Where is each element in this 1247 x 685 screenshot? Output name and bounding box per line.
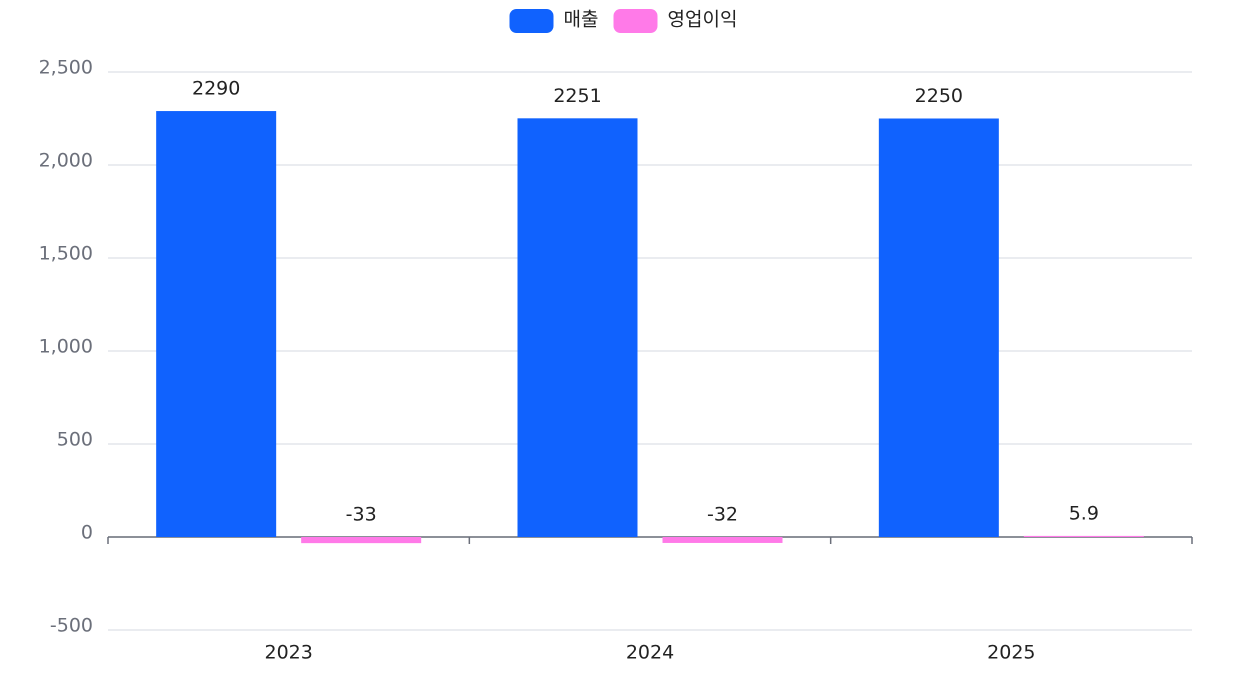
y-tick-label: 1,000 xyxy=(39,336,93,358)
data-label: 2251 xyxy=(553,85,601,107)
bar xyxy=(156,111,277,537)
legend-label: 매출 xyxy=(564,9,599,31)
legend-swatch xyxy=(613,9,658,33)
x-tick-label: 2023 xyxy=(264,642,312,664)
bar xyxy=(517,118,638,538)
y-tick-label: 2,000 xyxy=(39,150,93,172)
data-label: 5.9 xyxy=(1069,502,1099,524)
y-tick-label: 500 xyxy=(57,429,93,451)
x-tick-label: 2024 xyxy=(626,642,674,664)
bar xyxy=(662,537,783,543)
data-label: -33 xyxy=(346,504,377,526)
legend-label: 영업이익 xyxy=(668,9,738,31)
data-label: -32 xyxy=(707,504,738,526)
y-tick-label: 0 xyxy=(81,522,93,544)
y-tick-label: 2,500 xyxy=(39,57,93,79)
bar xyxy=(878,118,999,537)
bar xyxy=(301,537,422,544)
bar xyxy=(1023,535,1144,537)
data-label: 2250 xyxy=(915,85,963,107)
data-label: 2290 xyxy=(192,78,240,100)
y-tick-label: 1,500 xyxy=(39,243,93,265)
legend-swatch xyxy=(509,9,554,33)
y-tick-label: -500 xyxy=(50,615,93,637)
x-tick-label: 2025 xyxy=(987,642,1035,664)
